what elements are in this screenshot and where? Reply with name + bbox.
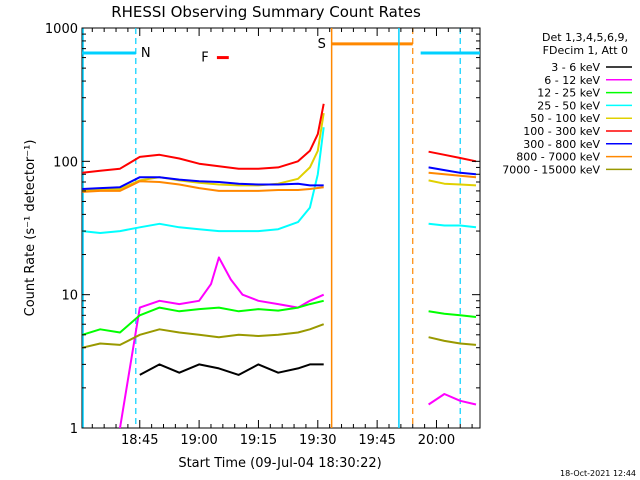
y-axis-label: Count Rate (s⁻¹ detector⁻¹) [23,140,38,317]
series-3 [82,127,477,234]
x-tick-label: 20:00 [418,433,455,448]
legend-entry: 300 - 800 keV [523,138,632,151]
legend: Det 1,3,4,5,6,9,FDecim 1, Att 0 3 - 6 keV… [502,31,632,176]
legend-label: 6 - 12 keV [544,74,600,87]
legend-entry: 3 - 6 keV [551,61,632,74]
timestamp: 18-Oct-2021 12:44 [560,469,636,478]
legend-label: 100 - 300 keV [523,125,600,138]
legend-entry: 800 - 7000 keV [516,151,632,164]
legend-label: 7000 - 15000 keV [502,163,600,176]
legend-label: 300 - 800 keV [523,138,600,151]
legend-label: 25 - 50 keV [537,99,600,112]
series-line [119,256,477,429]
x-axis-label: Start Time (09-Jul-04 18:30:22) [178,456,381,471]
series-6 [82,166,477,190]
y-axis: 1 10 100 1000 [45,22,480,437]
observing-markers: N FS [82,28,480,428]
series-line [82,166,477,190]
series-line [139,363,324,376]
x-tick-label: 18:45 [121,433,158,448]
series-line [82,171,477,193]
series-0 [139,363,324,376]
legend-header: FDecim 1, Att 0 [543,44,628,57]
legend-label: 800 - 7000 keV [516,151,600,164]
legend-label: 12 - 25 keV [537,87,600,100]
x-tick-label: 19:45 [358,433,395,448]
legend-entry: 6 - 12 keV [544,74,632,87]
legend-header: Det 1,3,4,5,6,9, [542,31,628,44]
series-4 [82,112,477,192]
marker-label: F [201,51,208,66]
legend-entry: 100 - 300 keV [523,125,632,138]
legend-entry: 12 - 25 keV [537,87,632,100]
legend-label: 3 - 6 keV [551,61,600,74]
plot-frame [81,27,481,429]
series-line [82,103,477,174]
y-tick-label: 100 [53,155,78,170]
y-tick-label: 1 [70,422,78,437]
x-tick-label: 19:00 [180,433,217,448]
legend-entry: 50 - 100 keV [530,112,632,125]
x-tick-label: 19:30 [299,433,336,448]
chart-title: RHESSI Observing Summary Count Rates [111,3,421,21]
series-8 [82,323,477,349]
y-tick-label: 1000 [45,22,78,37]
series-7 [82,171,477,193]
x-axis: 18:45 19:00 19:15 19:30 19:45 20:00 [91,28,473,448]
series-5 [82,103,477,174]
legend-label: 50 - 100 keV [530,112,600,125]
y-tick-label: 10 [61,289,78,304]
series-line [82,299,477,336]
legend-entry: 25 - 50 keV [537,99,632,112]
series-line [82,112,477,192]
x-tick-label: 19:15 [240,433,277,448]
series-2 [82,299,477,336]
legend-entry: 7000 - 15000 keV [502,163,632,176]
marker-label: S [318,37,326,52]
series-line [82,323,477,349]
series-line [82,127,477,234]
series-layer [82,103,477,429]
series-1 [119,256,477,429]
marker-label: N [141,46,151,61]
